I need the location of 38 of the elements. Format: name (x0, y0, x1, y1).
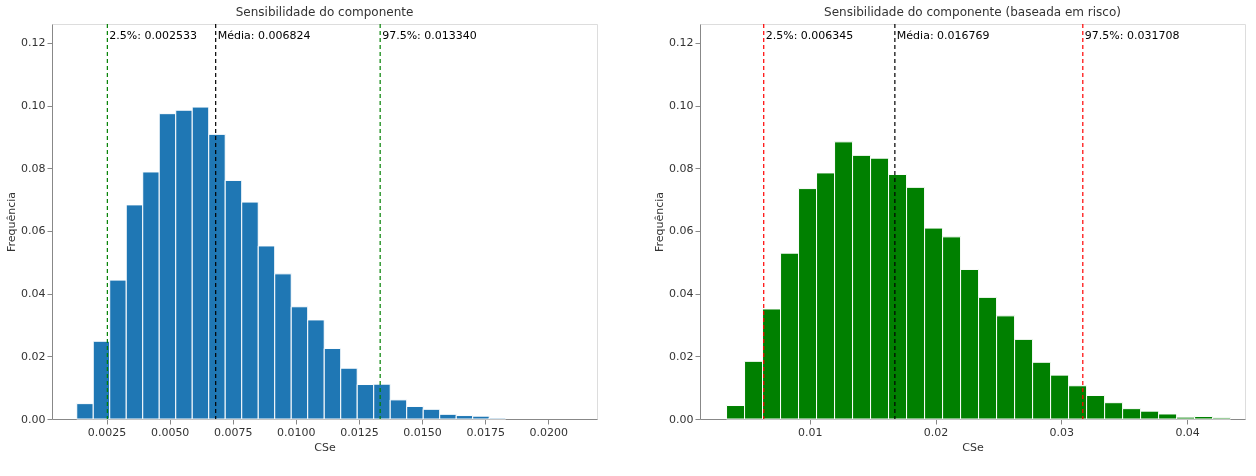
x-tick-label: 0.0175 (466, 425, 505, 439)
x-tick-label: 0.0100 (277, 425, 316, 439)
x-axis-title: CSe (314, 440, 336, 454)
chart-title: Sensibilidade do componente (baseada em risco) (824, 5, 1121, 20)
chart-title: Sensibilidade do componente (235, 5, 414, 20)
y-tick-label: 0.00 (21, 412, 46, 426)
ref-line-label: 2.5%: 0.002533 (109, 29, 197, 42)
y-tick-label: 0.04 (21, 287, 46, 301)
y-tick-label: 0.06 (21, 224, 46, 238)
ref-line-label: 97.5%: 0.031708 (1084, 29, 1180, 42)
x-tick-label: 0.0125 (340, 425, 379, 439)
ref-line-label: 2.5%: 0.006345 (765, 29, 854, 42)
ref-line-label: 97.5%: 0.013340 (382, 29, 477, 42)
y-tick-label: 0.06 (669, 224, 694, 238)
x-tick-label: 0.0075 (213, 425, 253, 439)
ref-line-label: Média: 0.006824 (217, 29, 311, 42)
y-tick-label: 0.02 (669, 349, 694, 363)
x-tick-label: 0.0050 (150, 425, 190, 439)
y-tick-label: 0.00 (669, 412, 694, 426)
y-tick-label: 0.10 (669, 99, 694, 113)
y-tick-label: 0.08 (669, 161, 694, 175)
x-tick-label: 0.0200 (529, 425, 569, 439)
y-axis-title: Frequência (653, 191, 667, 253)
x-tick-label: 0.0150 (403, 425, 442, 439)
y-tick-label: 0.10 (21, 99, 46, 113)
y-tick-label: 0.04 (669, 287, 694, 301)
y-tick-label: 0.08 (21, 161, 46, 175)
y-tick-label: 0.02 (21, 349, 46, 363)
x-tick-label: 0.04 (1175, 425, 1200, 439)
y-axis-title: Frequência (5, 191, 19, 253)
x-tick-label: 0.02 (923, 425, 949, 439)
x-tick-label: 0.01 (797, 425, 823, 439)
x-tick-label: 0.0025 (87, 425, 127, 439)
y-tick-label: 0.12 (669, 36, 694, 50)
ref-line-label: Média: 0.016769 (896, 29, 990, 42)
x-tick-label: 0.03 (1049, 425, 1075, 439)
x-axis-title: CSe (962, 440, 984, 454)
y-tick-label: 0.12 (21, 36, 46, 50)
